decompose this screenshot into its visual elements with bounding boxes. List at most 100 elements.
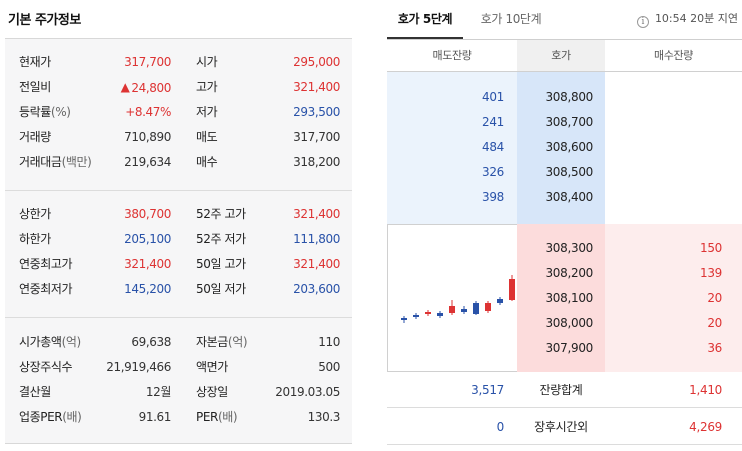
info-row: 연중최고가 321,400 50일 고가 321,400 — [5, 252, 352, 277]
info-label-text: 연중최고가 — [19, 257, 73, 271]
info-label: 50일 저가 — [196, 277, 246, 302]
bid-volume: 139 — [699, 266, 722, 280]
info-label-text: PER — [196, 410, 218, 424]
info-label: 50일 고가 — [196, 252, 246, 277]
info-label: 매도 — [196, 125, 218, 150]
bid-price[interactable]: 308,100 — [545, 291, 593, 305]
info-label-text: 자본금 — [196, 335, 228, 349]
after-hours-sell-volume: 0 — [496, 420, 505, 434]
total-buy-volume: 1,410 — [689, 383, 722, 397]
info-label-text: 거래량 — [19, 130, 51, 144]
info-value: 500 — [318, 360, 340, 374]
info-label: 연중최고가 — [19, 252, 73, 277]
info-value-text: 12월 — [145, 385, 172, 399]
info-label-text: 등락률 — [19, 105, 51, 119]
tab-5-levels[interactable]: 호가 5단계 — [397, 12, 453, 26]
total-sell-volume: 3,517 — [471, 383, 504, 397]
ask-price[interactable]: 308,800 — [545, 90, 593, 104]
info-label: 52주 저가 — [196, 227, 246, 252]
info-value: 130.3 — [307, 410, 341, 424]
info-value: 321,400 — [293, 257, 340, 271]
info-row: 시가총액(억) 69,638 자본금(억) 110 — [5, 330, 352, 355]
after-hours-label: 장후시간외 — [534, 420, 588, 434]
info-value: 203,600 — [293, 282, 340, 296]
info-label: 시가총액(억) — [19, 330, 81, 355]
info-label: 연중최저가 — [19, 277, 73, 302]
up-triangle-icon: ▲ — [120, 80, 130, 94]
info-label: 시가 — [196, 50, 218, 75]
info-row: 업종PER(배) 91.61 PER(배) 130.3 — [5, 405, 352, 430]
candle — [437, 311, 443, 318]
info-row: 연중최저가 145,200 50일 저가 203,600 — [5, 277, 352, 302]
info-row: 상한가 380,700 52주 고가 321,400 — [5, 202, 352, 227]
tab-10-levels[interactable]: 호가 10단계 — [480, 12, 542, 26]
info-value: 293,500 — [293, 105, 340, 119]
ask-volume: 398 — [481, 190, 504, 204]
info-label-text: 50일 저가 — [196, 282, 246, 296]
info-value: 321,400 — [124, 252, 171, 277]
info-label-text: 하한가 — [19, 232, 51, 246]
info-label-text: 50일 고가 — [196, 257, 246, 271]
panel-title: 기본 주가정보 — [8, 13, 81, 28]
info-row: 등락률(%) +8.47% 저가 293,500 — [5, 100, 352, 125]
info-value: 321,400 — [293, 207, 340, 221]
order-book-header: 매도잔량 호가 매수잔량 — [387, 39, 742, 72]
info-label-text: 저가 — [196, 105, 218, 119]
info-label: 매수 — [196, 150, 218, 175]
info-value: 2019.03.05 — [275, 385, 340, 399]
bid-volume: 150 — [699, 241, 722, 255]
info-value: 21,919,466 — [106, 355, 171, 380]
info-label-text: 상장주식수 — [19, 360, 73, 374]
info-value: 145,200 — [124, 277, 171, 302]
bid-price[interactable]: 308,300 — [545, 241, 593, 255]
bid-price[interactable]: 308,000 — [545, 316, 593, 330]
info-label-text: 52주 저가 — [196, 232, 246, 246]
bid-volume: 20 — [707, 291, 722, 305]
info-value-text: 321,400 — [124, 257, 171, 271]
divider — [5, 317, 352, 318]
ask-price[interactable]: 308,600 — [545, 140, 593, 154]
info-value-text: 710,890 — [124, 130, 171, 144]
bid-price[interactable]: 308,200 — [545, 266, 593, 280]
info-label: 결산월 — [19, 380, 51, 405]
info-label: 거래대금(백만) — [19, 150, 92, 175]
ask-price[interactable]: 308,700 — [545, 115, 593, 129]
info-label-text: 현재가 — [19, 55, 51, 69]
basic-stock-info-panel: 기본 주가정보 현재가 317,700 시가 295,000 전일비 ▲ 24,800 고가 3… — [0, 0, 352, 451]
candle — [497, 297, 503, 305]
info-label-text: 액면가 — [196, 360, 228, 374]
info-value: ▲ 24,800 — [120, 75, 172, 101]
info-label: 현재가 — [19, 50, 51, 75]
info-value: 111,800 — [293, 232, 340, 246]
info-label-unit: (배) — [217, 410, 238, 424]
ask-price[interactable]: 308,500 — [545, 165, 593, 179]
bid-price[interactable]: 307,900 — [545, 341, 593, 355]
info-label: 거래량 — [19, 125, 51, 150]
total-remaining-row: 3,517 잔량합계 1,410 — [387, 372, 742, 408]
info-value: 12월 — [145, 380, 172, 405]
info-label: 52주 고가 — [196, 202, 246, 227]
info-icon[interactable]: i — [636, 16, 649, 28]
info-label: 전일비 — [19, 75, 51, 100]
bid-volume-column — [605, 224, 742, 372]
info-label-text: 매도 — [196, 130, 218, 144]
info-table — [5, 38, 352, 444]
info-value-text: 205,100 — [124, 232, 171, 246]
bid-volume: 36 — [707, 341, 722, 355]
info-label: 하한가 — [19, 227, 51, 252]
info-value: 710,890 — [124, 125, 171, 150]
info-value-text: 91.61 — [138, 410, 172, 424]
ask-volume: 484 — [481, 140, 504, 154]
after-hours-buy-volume: 4,269 — [689, 420, 722, 434]
mini-candle-chart — [387, 224, 517, 372]
ask-price[interactable]: 308,400 — [545, 190, 593, 204]
ask-volume: 401 — [481, 90, 504, 104]
ask-volume: 241 — [481, 115, 504, 129]
header-price: 호가 — [517, 40, 605, 71]
info-value: 110 — [318, 335, 340, 349]
info-value-text: 219,634 — [124, 155, 171, 169]
ask-price-column — [517, 72, 605, 224]
info-value-text: 145,200 — [124, 282, 171, 296]
info-value-text: 380,700 — [124, 207, 171, 221]
candle — [413, 313, 419, 319]
